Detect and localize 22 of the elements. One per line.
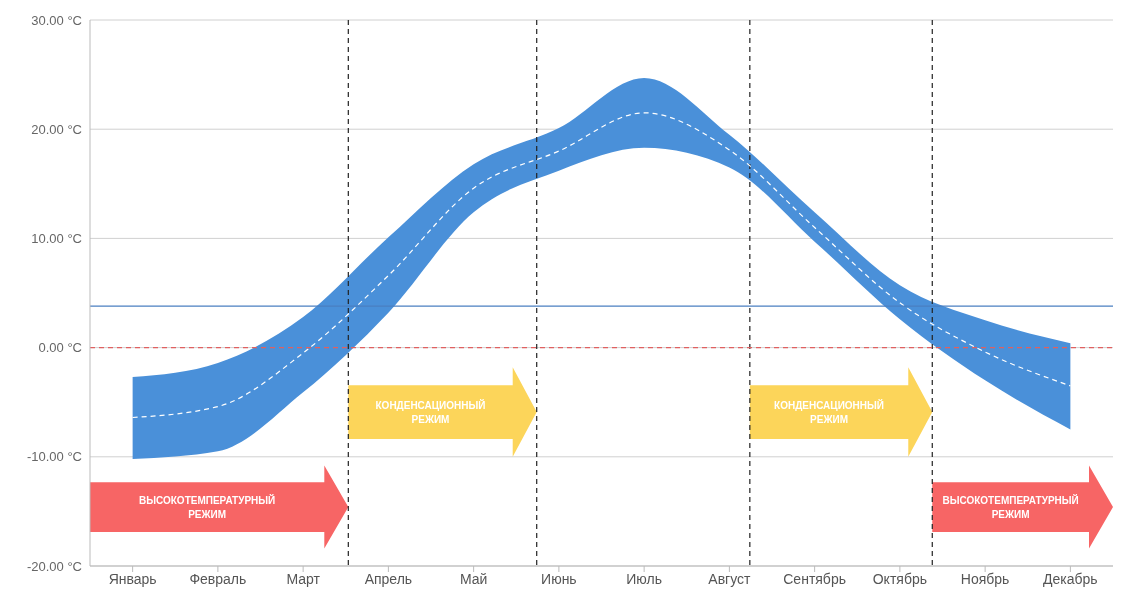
annotation: КОНДЕНСАЦИОННЫЙ РЕЖИМ — [774, 398, 885, 425]
x-tick-label: Март — [286, 570, 321, 587]
x-tick-label: Апрель — [364, 570, 413, 587]
x-tick-label: Ноябрь — [960, 570, 1010, 587]
x-tick-label: Январь — [108, 570, 157, 587]
annotation: ВЫСОКОТЕМПЕРАТУРНЫЙ РЕЖИМ — [942, 493, 1079, 520]
x-tick-label: Сентябрь — [783, 570, 846, 587]
x-tick-label: Декабрь — [1043, 570, 1098, 587]
y-tick-label: 30.00 °C — [31, 12, 82, 28]
x-tick-label: Февраль — [189, 570, 247, 587]
x-tick-label: Июль — [626, 570, 662, 587]
y-tick-label: 10.00 °C — [31, 231, 82, 247]
x-tick-label: Июнь — [541, 570, 577, 587]
x-tick-label: Август — [708, 570, 752, 587]
y-tick-label: 20.00 °C — [31, 121, 82, 137]
y-tick-label: -10.00 °C — [26, 449, 82, 465]
x-tick-label: Май — [459, 570, 488, 587]
annotation: КОНДЕНСАЦИОННЫЙ РЕЖИМ — [375, 398, 486, 425]
y-tick-label: 0.00 °C — [38, 340, 82, 356]
x-tick-label: Октябрь — [872, 570, 928, 587]
y-tick-label: -20.00 °C — [26, 558, 82, 574]
annotation: ВЫСОКОТЕМПЕРАТУРНЫЙ РЕЖИМ — [138, 493, 276, 520]
